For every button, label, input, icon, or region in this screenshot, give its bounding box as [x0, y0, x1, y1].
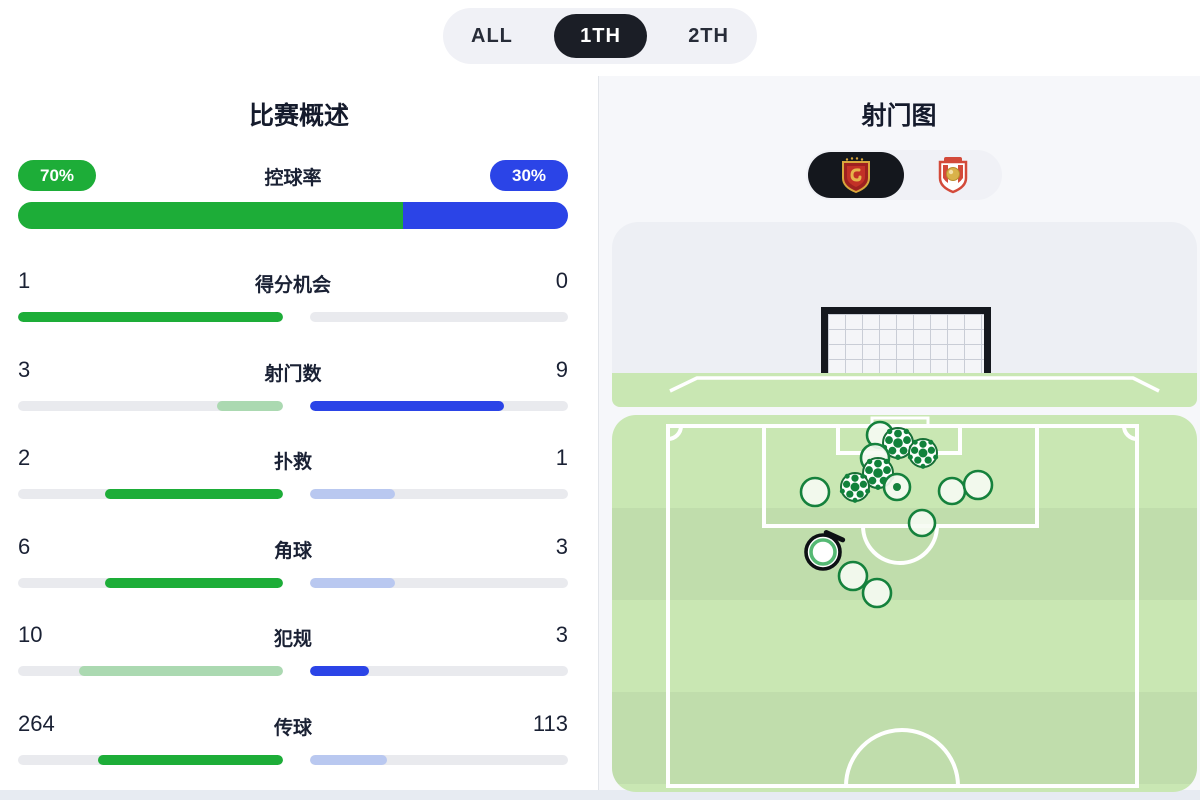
away-team-crest [938, 157, 968, 194]
team-toggle [806, 150, 1002, 200]
stat-label: 射门数 [264, 363, 322, 385]
shot-marker-circle[interactable] [799, 476, 831, 508]
stat-home-value: 6 [18, 533, 31, 559]
home-stat-bar [18, 400, 283, 411]
tab-first-half[interactable]: 1TH [554, 14, 647, 58]
goal-net [828, 314, 984, 373]
tab-all[interactable]: ALL [471, 25, 513, 47]
home-stat-bar [18, 577, 283, 588]
stat-label: 扑救 [273, 452, 312, 474]
stat-home-value: 264 [18, 711, 55, 736]
away-stat-bar [310, 666, 568, 677]
overview-title: 比赛概述 [248, 102, 349, 130]
goal-view [612, 222, 1197, 407]
stat-label: 角球 [273, 540, 312, 562]
stat-row: 3 射门数 9 [0, 349, 598, 429]
shot-marker-ball[interactable] [907, 438, 939, 469]
pitch-stripe [612, 692, 1197, 784]
stat-home-value: 10 [18, 622, 43, 648]
shotmap-pitch [612, 415, 1197, 792]
away-possession-badge: 30% [490, 160, 568, 191]
stat-row: 2 扑救 1 [0, 437, 598, 517]
stat-label: 传球 [273, 718, 312, 739]
stat-away-value: 113 [532, 711, 568, 736]
shotmap-title: 射门图 [861, 102, 937, 130]
away-stat-bar [310, 312, 568, 322]
stat-label: 犯规 [273, 629, 312, 651]
possession-bar-home [18, 202, 403, 229]
shot-marker-ball[interactable] [839, 472, 871, 503]
away-stat-bar [310, 577, 568, 588]
goal-area-perspective-lines [669, 376, 1160, 393]
goal-crossbar [821, 307, 991, 314]
possession-bar-away [403, 202, 568, 229]
away-stat-bar [310, 489, 568, 500]
stat-away-value: 1 [555, 445, 568, 471]
goal-frame [821, 307, 991, 373]
away-stat-bar [310, 755, 568, 765]
goal-line-turf [612, 373, 1197, 407]
goal-post-left [821, 307, 828, 373]
shot-markers-layer [799, 420, 994, 609]
stat-away-value: 3 [555, 533, 568, 559]
goal-post-right [984, 307, 991, 373]
stat-home-value: 1 [18, 268, 31, 293]
possession-bar [18, 202, 568, 229]
shot-marker-dot[interactable] [882, 472, 912, 502]
home-stat-bar [18, 312, 283, 322]
home-stat-bar [18, 489, 283, 500]
home-team-button[interactable] [808, 152, 904, 198]
shot-marker-circle[interactable] [937, 476, 967, 506]
stat-home-value: 2 [18, 445, 31, 471]
shot-marker-circle[interactable] [907, 508, 937, 538]
home-team-crest [842, 157, 870, 194]
tab-second-half[interactable]: 2TH [688, 25, 729, 47]
away-stat-bar [310, 400, 568, 411]
shot-marker-goal[interactable] [804, 529, 846, 571]
home-stat-bar [18, 755, 283, 765]
stat-away-value: 3 [555, 622, 568, 648]
home-stat-bar [18, 666, 283, 677]
stat-row: 1 得分机会 0 [0, 260, 598, 340]
stat-away-value: 9 [555, 356, 568, 382]
shot-marker-circle[interactable] [962, 469, 994, 501]
shot-marker-circle[interactable] [861, 577, 893, 609]
shot-marker-circle[interactable] [837, 560, 869, 592]
pitch-stripe [612, 508, 1197, 600]
stat-away-value: 0 [555, 268, 568, 293]
possession-label: 控球率 [264, 168, 322, 189]
stat-row: 6 角球 3 [0, 526, 598, 606]
period-tabbar: ALL 1TH 2TH [443, 8, 757, 64]
stat-row: 10 犯规 3 [0, 614, 598, 694]
stat-row: 264 传球 113 [0, 703, 598, 783]
panel-divider [598, 76, 599, 790]
pitch-lines [666, 416, 1139, 788]
stat-label: 得分机会 [254, 275, 331, 296]
page-bottom-edge [0, 790, 1200, 800]
stat-home-value: 3 [18, 356, 31, 382]
home-possession-badge: 70% [18, 160, 96, 191]
away-team-button[interactable] [904, 150, 1002, 200]
